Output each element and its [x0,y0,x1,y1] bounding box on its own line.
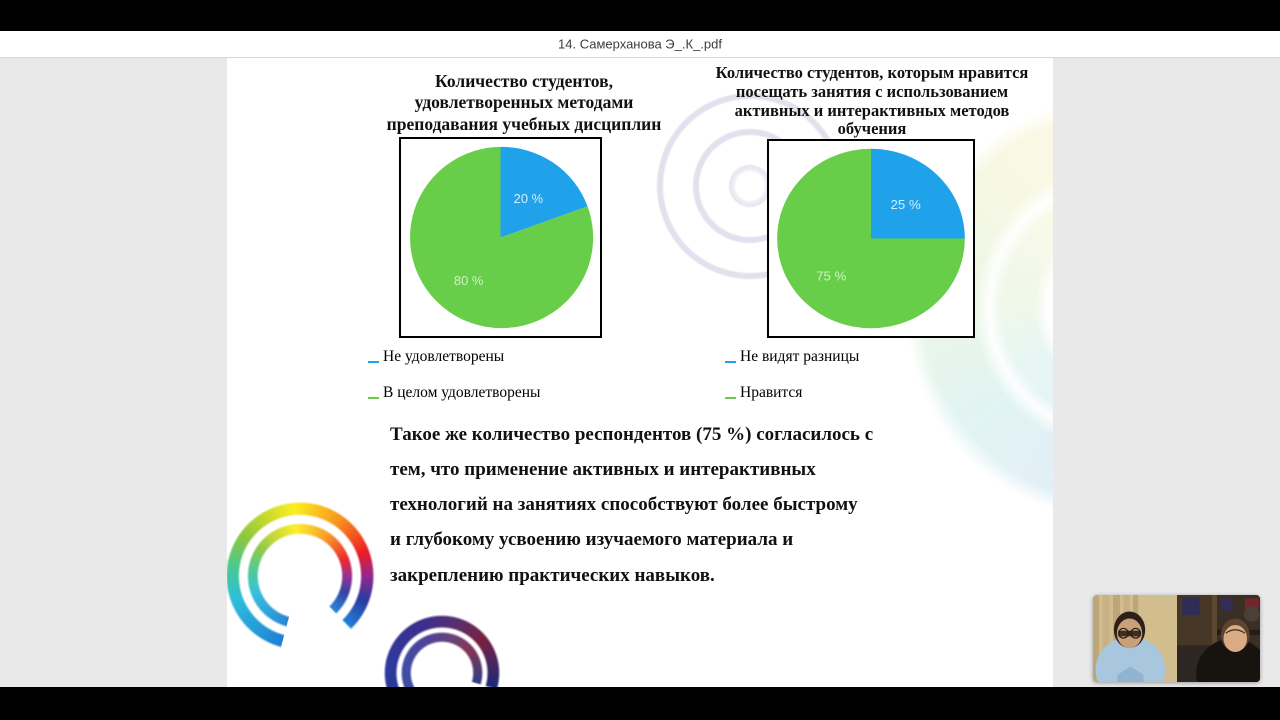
svg-text:80 %: 80 % [454,273,483,288]
svg-text:20 %: 20 % [514,191,543,206]
svg-text:25 %: 25 % [891,198,922,213]
svg-text:75 %: 75 % [816,269,847,284]
